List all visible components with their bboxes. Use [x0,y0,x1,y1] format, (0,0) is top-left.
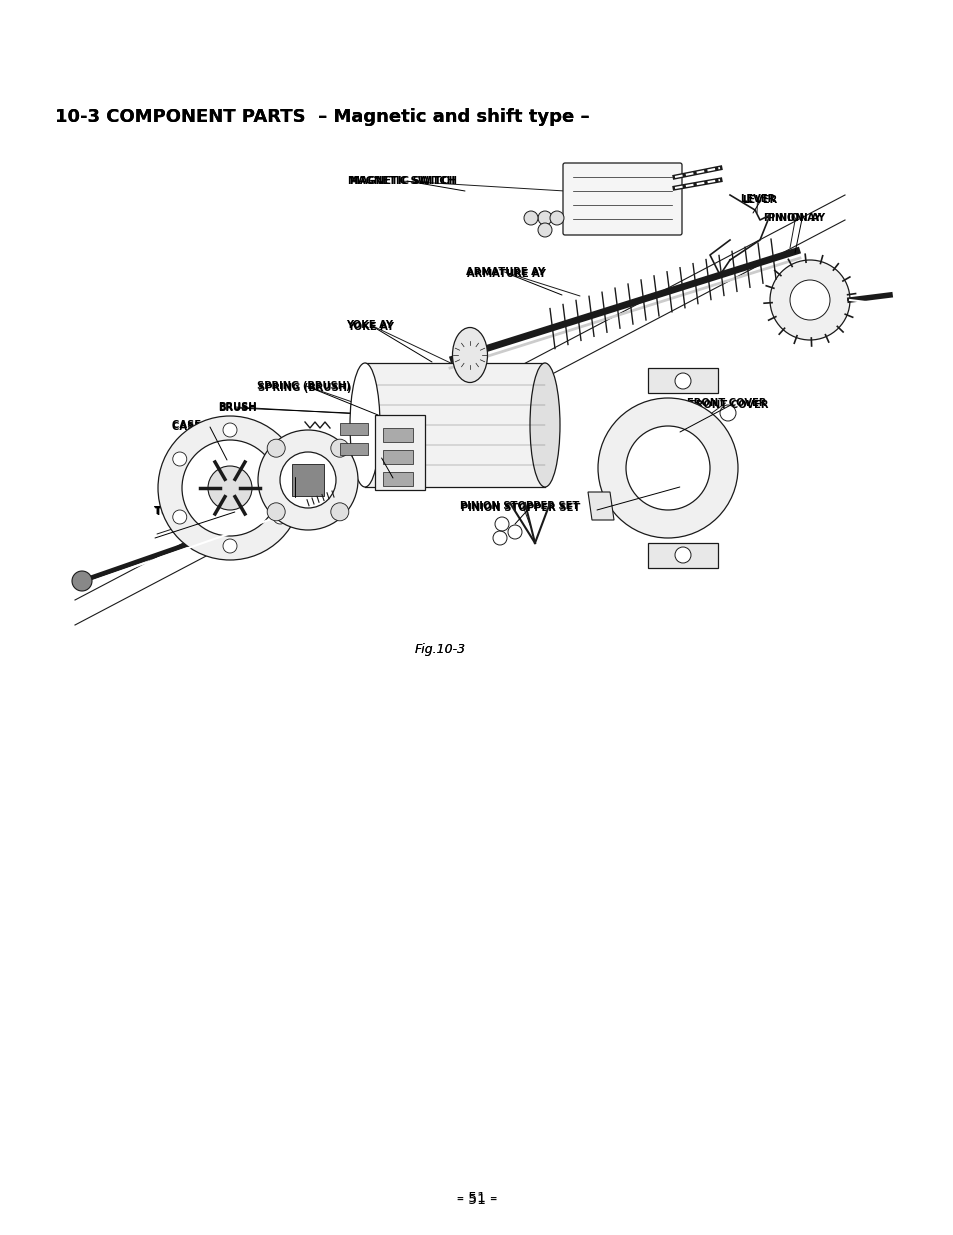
Polygon shape [365,363,544,487]
Circle shape [208,466,252,510]
Circle shape [675,547,690,563]
Text: SPRING (BRUSH): SPRING (BRUSH) [256,382,350,391]
Ellipse shape [452,327,487,383]
Text: YOKE AY: YOKE AY [347,322,394,332]
Text: YOKE AY: YOKE AY [346,320,393,330]
Text: FRONT METAL: FRONT METAL [638,482,716,492]
Text: FRONT COVER: FRONT COVER [686,398,765,408]
Circle shape [523,211,537,225]
FancyBboxPatch shape [339,443,368,454]
Circle shape [71,571,91,592]
Text: PINION AY: PINION AY [763,212,821,224]
Text: THROUGH BOLT (2 pcs.): THROUGH BOLT (2 pcs.) [154,508,288,517]
Circle shape [223,538,236,553]
Text: LEVER: LEVER [741,195,777,205]
FancyBboxPatch shape [382,429,413,442]
Circle shape [267,503,285,521]
FancyBboxPatch shape [562,163,681,235]
FancyBboxPatch shape [339,424,368,435]
Circle shape [273,452,287,466]
Text: BRUSH HOLDER: BRUSH HOLDER [335,453,423,463]
Circle shape [675,373,690,389]
Circle shape [182,440,277,536]
FancyBboxPatch shape [382,450,413,464]
Polygon shape [647,543,718,568]
Text: BRUSH: BRUSH [218,403,256,412]
Ellipse shape [350,363,379,487]
Text: PINION STOPPER SET: PINION STOPPER SET [459,501,578,511]
Circle shape [537,211,552,225]
Polygon shape [587,492,614,520]
Circle shape [789,280,829,320]
Circle shape [625,426,709,510]
Text: SPRING (BRUSH): SPRING (BRUSH) [257,383,351,393]
Circle shape [280,452,335,508]
Text: BRUSH HOLDER: BRUSH HOLDER [335,452,423,462]
Circle shape [223,424,236,437]
Text: Fig.10-3: Fig.10-3 [414,643,465,656]
Circle shape [550,211,563,225]
FancyBboxPatch shape [375,415,424,490]
Text: LEVER: LEVER [740,194,775,204]
Text: CASE METAL: CASE METAL [172,420,241,430]
Text: MAGNETIC SWITCH: MAGNETIC SWITCH [348,177,455,186]
Text: CASE METAL: CASE METAL [172,422,241,432]
Text: Fig.10-3: Fig.10-3 [414,643,465,656]
Text: REAR COVER: REAR COVER [256,472,328,482]
Circle shape [273,510,287,524]
Text: ARMATURE AY: ARMATURE AY [465,267,544,277]
Ellipse shape [530,363,559,487]
Text: REAR COVER: REAR COVER [256,471,328,480]
Circle shape [172,452,187,466]
Circle shape [598,398,738,538]
Polygon shape [647,368,718,393]
Circle shape [158,416,302,559]
Text: – 51 –: – 51 – [456,1193,497,1207]
FancyBboxPatch shape [382,472,413,487]
Circle shape [257,430,357,530]
Circle shape [769,261,849,340]
Text: MAGNETIC SWITCH: MAGNETIC SWITCH [350,177,456,186]
Text: FRONT METAL: FRONT METAL [636,480,714,490]
Circle shape [537,224,552,237]
Text: 10-3 COMPONENT PARTS  – Magnetic and shift type –: 10-3 COMPONENT PARTS – Magnetic and shif… [55,107,589,126]
Text: – 51 –: – 51 – [456,1191,497,1205]
Circle shape [267,440,285,457]
Text: THROUGH BOLT (2 pcs.): THROUGH BOLT (2 pcs.) [153,506,287,516]
Text: PINION STOPPER SET: PINION STOPPER SET [460,503,579,513]
Text: 10-3 COMPONENT PARTS  – Magnetic and shift type –: 10-3 COMPONENT PARTS – Magnetic and shif… [55,107,589,126]
Text: BRUSH: BRUSH [218,403,256,412]
Circle shape [331,440,349,457]
FancyBboxPatch shape [292,464,324,496]
Circle shape [331,503,349,521]
Text: FRONT COVER: FRONT COVER [688,400,768,410]
Text: PINION AY: PINION AY [767,212,824,224]
Text: ARMATURE AY: ARMATURE AY [467,269,545,279]
Circle shape [172,510,187,524]
